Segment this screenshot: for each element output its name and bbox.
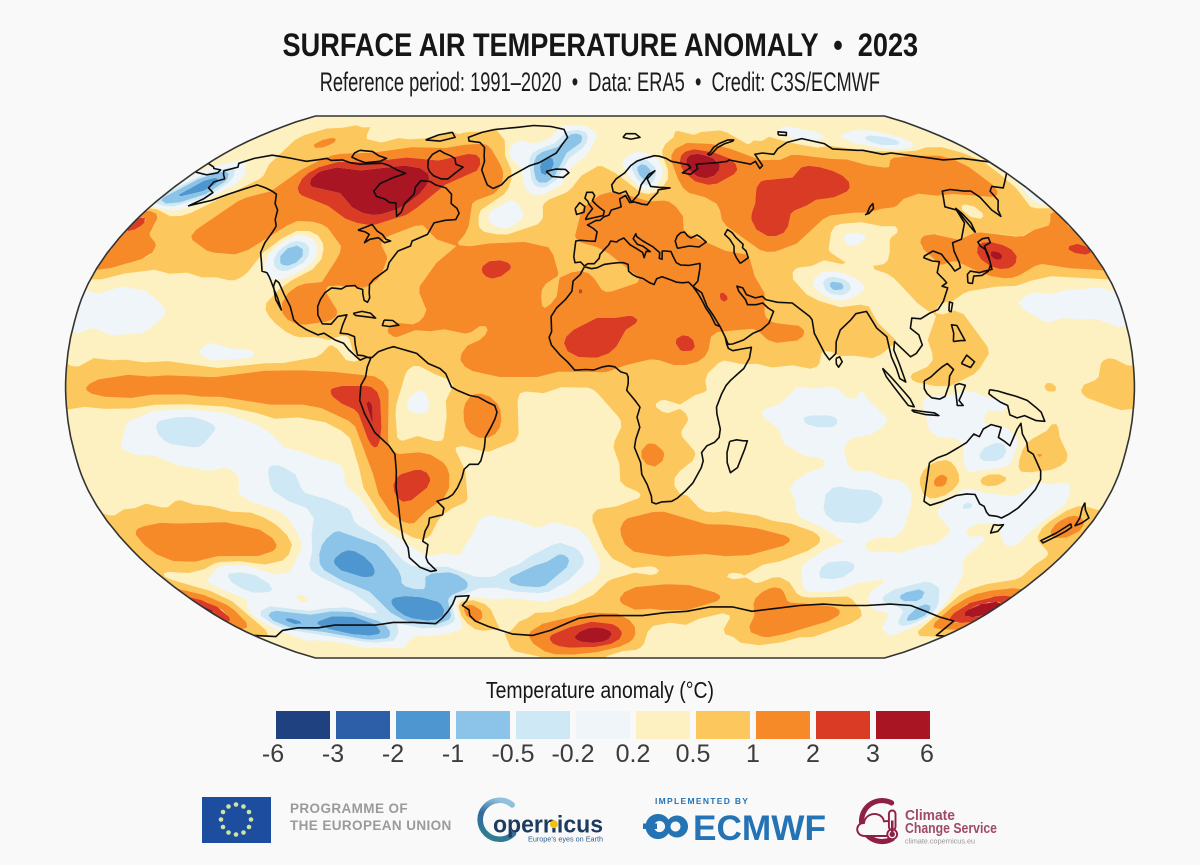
svg-text:climate.copernicus.eu: climate.copernicus.eu [905, 839, 975, 846]
svg-text:opernicus: opernicus [493, 812, 603, 839]
svg-text:Change Service: Change Service [905, 821, 997, 837]
svg-text:IMPLEMENTED BY: IMPLEMENTED BY [655, 796, 749, 806]
svg-text:Climate: Climate [905, 808, 955, 824]
svg-text:ECMWF: ECMWF [693, 809, 826, 847]
svg-text:Europe's eyes on Earth: Europe's eyes on Earth [528, 835, 603, 844]
